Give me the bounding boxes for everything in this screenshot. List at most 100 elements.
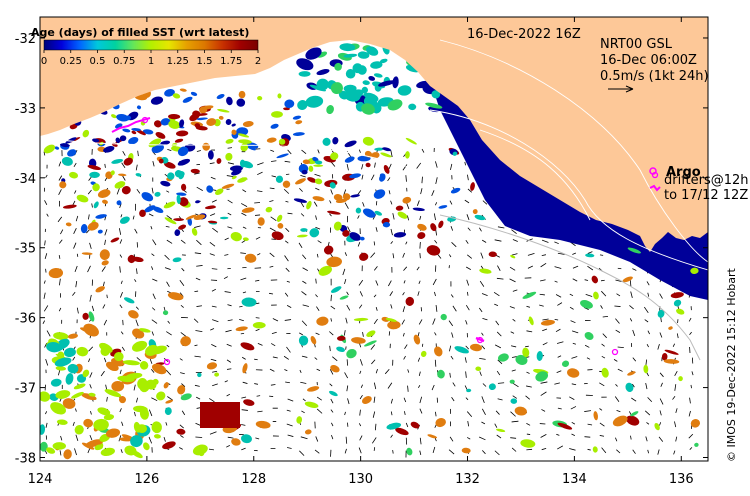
- current-vector: [403, 280, 406, 284]
- current-vector: [212, 227, 219, 233]
- current-vector: [358, 279, 364, 286]
- sst-age-patch: [387, 99, 403, 111]
- sst-age-patch: [46, 341, 62, 353]
- current-vector: [73, 242, 77, 249]
- current-vector: [392, 253, 395, 259]
- current-vector: [511, 253, 518, 256]
- sst-age-patch: [83, 418, 94, 428]
- current-vector: [269, 200, 274, 203]
- current-vector: [314, 173, 321, 177]
- current-vector: [89, 242, 92, 249]
- current-vector: [329, 213, 332, 217]
- sst-age-patch: [265, 206, 273, 213]
- current-vector: [464, 161, 466, 166]
- current-vector: [512, 318, 516, 322]
- current-vector: [58, 189, 62, 195]
- current-vector: [572, 252, 577, 255]
- current-vector: [74, 190, 77, 194]
- current-vector: [76, 253, 79, 257]
- sst-age-patch: [417, 232, 426, 239]
- current-vector: [344, 411, 346, 416]
- current-vector: [89, 294, 92, 302]
- sst-age-patch: [282, 180, 291, 188]
- sst-age-patch: [192, 110, 201, 118]
- current-vector: [57, 216, 63, 223]
- sst-age-patch: [162, 310, 169, 316]
- sst-age-patch: [293, 198, 307, 203]
- current-vector: [120, 449, 123, 454]
- current-vector: [165, 369, 172, 376]
- sst-age-patch: [149, 345, 167, 355]
- sst-age-patch: [322, 137, 331, 146]
- sst-age-patch: [121, 185, 131, 195]
- current-vector: [116, 188, 120, 195]
- current-vector: [227, 319, 233, 322]
- sst-age-patch: [357, 51, 370, 59]
- current-vector: [101, 266, 106, 272]
- sst-age-patch: [177, 158, 191, 166]
- current-vector: [481, 408, 486, 415]
- current-vector: [647, 397, 653, 403]
- sst-age-patch: [329, 182, 336, 189]
- sst-age-patch: [65, 222, 72, 227]
- current-vector: [165, 422, 168, 426]
- current-vector: [495, 320, 500, 326]
- current-vector: [434, 359, 437, 367]
- current-vector: [45, 411, 48, 415]
- current-vector: [659, 332, 663, 338]
- sst-age-patch: [535, 371, 549, 382]
- sst-age-patch: [164, 161, 176, 169]
- current-vector: [345, 317, 348, 324]
- sst-age-patch: [190, 91, 198, 96]
- sst-age-patch: [344, 140, 357, 148]
- current-vector: [269, 227, 276, 232]
- current-vector: [88, 214, 90, 220]
- current-vector: [402, 292, 405, 296]
- sst-age-patch: [87, 164, 102, 171]
- current-vector: [331, 434, 334, 440]
- current-vector: [151, 266, 154, 270]
- sst-age-patch: [143, 442, 150, 451]
- sst-age-patch: [81, 442, 95, 450]
- sst-age-patch: [296, 416, 303, 424]
- current-vector: [315, 187, 320, 191]
- current-vector: [118, 228, 122, 235]
- sst-age-patch: [145, 379, 157, 390]
- current-vector: [167, 148, 172, 152]
- sst-age-patch: [296, 58, 314, 71]
- sst-age-patch: [386, 422, 402, 430]
- current-vector: [645, 436, 648, 442]
- current-vector: [90, 410, 92, 415]
- current-vector: [569, 293, 574, 297]
- sst-age-patch: [163, 382, 169, 389]
- sst-age-patch: [241, 297, 257, 307]
- current-vector: [370, 174, 375, 181]
- sst-age-patch: [125, 372, 143, 380]
- current-vector: [406, 202, 410, 210]
- sst-age-patch: [522, 291, 537, 299]
- current-vector: [331, 422, 334, 427]
- sst-age-patch: [50, 402, 66, 415]
- current-vector: [586, 357, 591, 360]
- sst-age-patch: [163, 201, 176, 209]
- drifter-track: [475, 336, 485, 343]
- current-vector: [467, 420, 470, 427]
- current-vector: [211, 305, 217, 308]
- current-vector: [119, 254, 123, 258]
- sst-age-patch: [139, 361, 149, 370]
- current-vector: [211, 344, 217, 348]
- sst-age-patch: [230, 232, 242, 242]
- current-vector: [254, 383, 259, 385]
- sst-age-patch: [59, 143, 70, 148]
- current-vector: [164, 254, 170, 261]
- current-vector: [300, 381, 307, 384]
- current-vector: [284, 160, 291, 163]
- current-vector: [615, 279, 622, 283]
- current-vector: [632, 357, 637, 362]
- current-vector: [227, 147, 233, 149]
- current-vector: [615, 318, 620, 324]
- current-vector: [91, 203, 93, 208]
- sst-age-patch: [62, 398, 76, 409]
- current-vector: [374, 162, 376, 168]
- current-vector: [482, 317, 488, 321]
